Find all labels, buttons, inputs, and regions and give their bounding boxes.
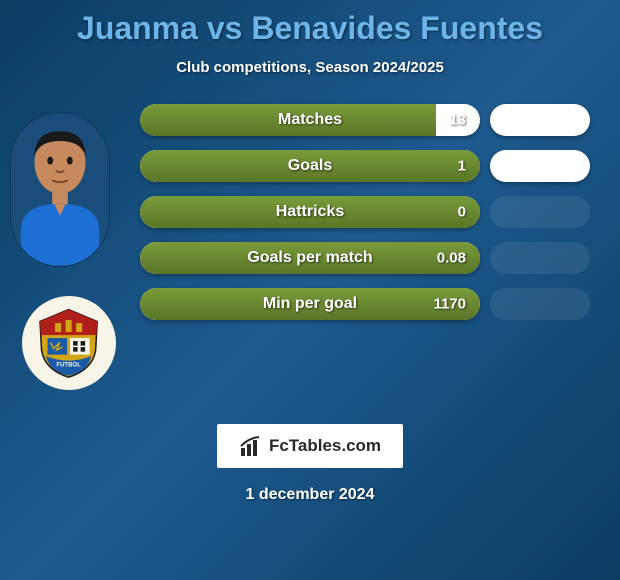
stat-label: Min per goal <box>140 295 480 313</box>
stat-label: Hattricks <box>140 203 480 221</box>
player2-stats-empty <box>490 104 590 334</box>
brand-text: FcTables.com <box>269 436 381 456</box>
player1-stats: Matches 13 Goals 1 Hattricks 0 Goals per… <box>140 104 480 334</box>
club-crest-icon: FUTBOL <box>31 305 106 380</box>
stat-row-hattricks: Hattricks 0 <box>140 196 480 228</box>
svg-text:FUTBOL: FUTBOL <box>57 363 82 369</box>
stat-value: 0 <box>458 204 466 221</box>
stat-value: 1170 <box>433 296 466 313</box>
empty-pill <box>490 242 590 274</box>
stat-label: Matches <box>140 111 480 129</box>
empty-pill <box>490 150 590 182</box>
stat-label: Goals per match <box>140 249 480 267</box>
player-avatar-icon <box>11 113 109 266</box>
empty-pill <box>490 196 590 228</box>
empty-pill <box>490 288 590 320</box>
empty-pill <box>490 104 590 136</box>
brand-logo-icon <box>239 434 263 458</box>
stat-row-matches: Matches 13 <box>140 104 480 136</box>
stat-label: Goals <box>140 157 480 175</box>
stat-row-goals-per-match: Goals per match 0.08 <box>140 242 480 274</box>
date-text: 1 december 2024 <box>0 486 620 504</box>
main-area: FUTBOL Matches 13 Goals 1 Hattricks 0 Go… <box>0 104 620 424</box>
stat-row-min-per-goal: Min per goal 1170 <box>140 288 480 320</box>
stat-value: 1 <box>458 158 466 175</box>
stat-row-goals: Goals 1 <box>140 150 480 182</box>
page-title: Juanma vs Benavides Fuentes <box>0 10 620 47</box>
stat-value: 0.08 <box>437 250 466 267</box>
player1-club-crest: FUTBOL <box>22 296 116 390</box>
stat-value: 13 <box>449 112 466 129</box>
page-subtitle: Club competitions, Season 2024/2025 <box>0 59 620 76</box>
brand-badge: FcTables.com <box>217 424 403 468</box>
comparison-infographic: Juanma vs Benavides Fuentes Club competi… <box>0 0 620 580</box>
player1-photo <box>10 112 110 267</box>
